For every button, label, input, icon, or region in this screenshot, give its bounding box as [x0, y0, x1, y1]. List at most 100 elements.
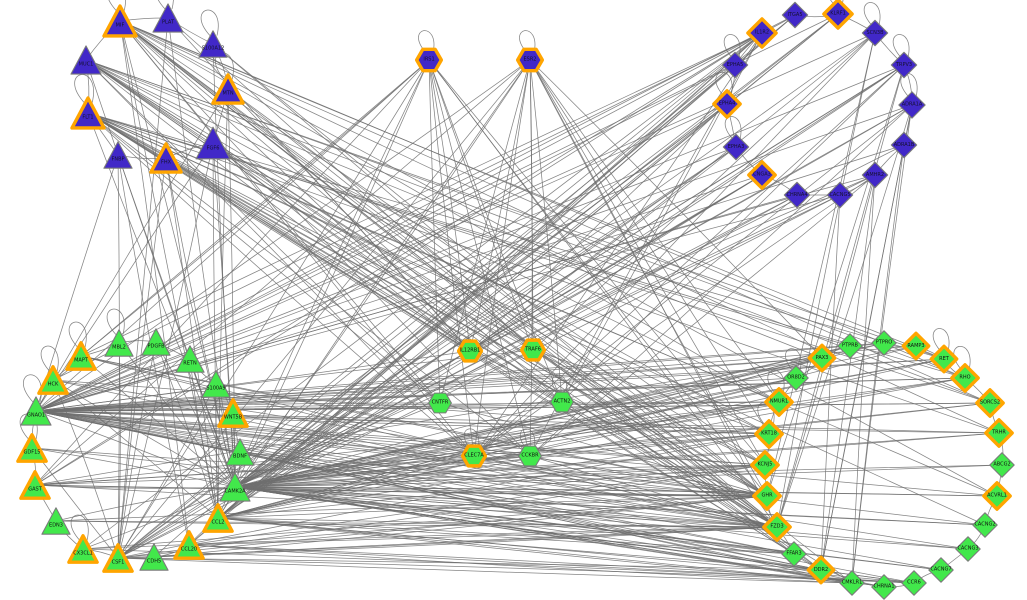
graph-node-cacng3[interactable]: CACNG3 — [955, 536, 981, 562]
graph-node-mtn[interactable]: MTN — [211, 73, 245, 105]
graph-node-bdnf[interactable]: BDNF — [225, 437, 255, 467]
graph-node-cckbr[interactable]: CCKBR — [518, 444, 542, 468]
node-shape-diamond — [754, 419, 784, 449]
graph-node-gast[interactable]: GAST — [19, 470, 51, 500]
node-shape-triangle — [198, 30, 228, 58]
graph-node-gnao1[interactable]: GNAO1 — [20, 395, 52, 427]
graph-node-pax3[interactable]: PAX3 — [807, 343, 837, 373]
edge — [31, 447, 778, 528]
node-shape-triangle — [152, 3, 184, 33]
graph-node-acvrl1[interactable]: ACVRL1 — [982, 481, 1012, 511]
node-shape-hexagon — [515, 47, 545, 73]
edge — [119, 20, 190, 546]
node-shape-diamond — [871, 574, 897, 600]
graph-node-mif[interactable]: MIF — [102, 4, 138, 38]
graph-node-gdf15[interactable]: GDF15 — [16, 433, 48, 463]
graph-node-clec7a[interactable]: CLEC7A — [460, 444, 488, 468]
edge — [473, 32, 763, 457]
self-loop-edge — [519, 30, 536, 53]
graph-node-cmklr1[interactable]: CMKLR1 — [839, 570, 865, 596]
graph-node-chrna1[interactable]: CHRNA1 — [871, 574, 897, 600]
graph-node-fhx[interactable]: FHX — [149, 142, 183, 174]
node-shape-diamond — [950, 363, 980, 393]
graph-node-mapt[interactable]: MAPT — [65, 341, 97, 371]
node-shape-hexagon — [519, 338, 547, 362]
graph-node-flt1[interactable]: FLT1 — [70, 96, 106, 130]
edge — [234, 377, 966, 488]
graph-node-trhr[interactable]: TRHR — [984, 418, 1014, 448]
edge — [34, 433, 770, 486]
graph-node-epha5[interactable]: EPHA5 — [721, 51, 749, 79]
edge — [87, 112, 534, 351]
graph-node-fgf6[interactable]: FGF6 — [195, 125, 231, 161]
graph-node-cdh5[interactable]: CDH5 — [139, 542, 169, 572]
graph-node-ghr[interactable]: GHR — [752, 481, 782, 511]
node-shape-diamond — [783, 181, 811, 209]
graph-node-actn2[interactable]: ACTN2 — [550, 390, 574, 414]
graph-node-cx3cl1[interactable]: CX3CL1 — [67, 534, 99, 564]
graph-node-abcg2[interactable]: ABCG2 — [989, 452, 1015, 478]
graph-node-muc1[interactable]: MUC1 — [70, 44, 102, 76]
graph-node-cnga3[interactable]: CNGA3 — [747, 160, 777, 190]
graph-node-trpv3[interactable]: TRPV3 — [890, 51, 918, 79]
edge — [34, 357, 823, 486]
graph-node-fnbp[interactable]: FNBP — [103, 140, 133, 170]
graph-node-cntfr[interactable]: CNTFR — [428, 391, 452, 415]
graph-node-rho[interactable]: RHO — [950, 363, 980, 393]
graph-node-ptprb[interactable]: PTPRB — [837, 333, 863, 359]
graph-node-amhr2[interactable]: AMHR2 — [861, 161, 889, 189]
node-shape-diamond — [982, 481, 1012, 511]
graph-node-ramp3[interactable]: RAMP3 — [901, 331, 931, 361]
graph-node-s100a12[interactable]: S100A12 — [198, 29, 228, 59]
graph-node-traf6[interactable]: TRAF6 — [519, 338, 547, 362]
node-shape-diamond — [752, 481, 782, 511]
graph-node-klrf1[interactable]: KLRF1 — [822, 0, 854, 30]
graph-node-nmur1[interactable]: NMUR1 — [764, 387, 794, 417]
graph-node-adra1a[interactable]: ADRA1A — [898, 91, 926, 119]
graph-node-kcnj5[interactable]: KCNJ5 — [750, 450, 780, 480]
graph-node-mbl2[interactable]: MBL2 — [104, 328, 134, 358]
graph-node-itga5[interactable]: ITGA5 — [781, 1, 809, 29]
graph-node-krt18[interactable]: KRT18 — [754, 419, 784, 449]
edge — [52, 379, 119, 559]
graph-node-scn3b[interactable]: SCN3B — [861, 19, 889, 47]
graph-node-cacng5[interactable]: CACNG5 — [826, 181, 854, 209]
graph-node-ccl20[interactable]: CCL20 — [173, 530, 205, 560]
self-loop-edge — [418, 30, 435, 53]
node-shape-diamond — [929, 344, 959, 374]
graph-node-il12rb1[interactable]: IL12RB1 — [456, 339, 484, 363]
graph-node-ffar3[interactable]: FFAR3 — [781, 541, 807, 567]
graph-node-adra1b[interactable]: ADRA1B — [890, 131, 918, 159]
self-loop-edge — [19, 413, 38, 440]
graph-node-esr2[interactable]: ESR2 — [515, 47, 545, 73]
graph-node-csf1[interactable]: CSF1 — [102, 543, 134, 573]
graph-node-irs1[interactable]: IRS1 — [414, 47, 444, 73]
self-loop-edge — [757, 401, 775, 427]
graph-node-sorcs2[interactable]: SORCS2 — [975, 388, 1005, 418]
graph-node-camk2a[interactable]: CAMK2A — [219, 471, 251, 503]
graph-node-ptpro[interactable]: PTPRO — [871, 330, 897, 356]
graph-node-ccl2[interactable]: CCL2 — [202, 503, 234, 533]
edge — [851, 144, 905, 584]
graph-node-cacng2[interactable]: CACNG2 — [972, 512, 998, 538]
graph-node-epha3[interactable]: EPHA3 — [722, 133, 750, 161]
graph-node-chrna4[interactable]: CHRNA4 — [783, 181, 811, 209]
graph-node-wnt5b[interactable]: WNT5B — [217, 398, 249, 428]
edge — [234, 486, 969, 550]
graph-node-ccr6[interactable]: CCR6 — [901, 570, 927, 596]
graph-node-il1r2[interactable]: IL1R2 — [746, 17, 778, 49]
graph-node-plat[interactable]: PLAT — [152, 2, 184, 34]
edge — [35, 64, 736, 412]
edge — [469, 174, 763, 352]
graph-node-epha4[interactable]: EPHA4 — [712, 89, 742, 119]
graph-node-ddr2[interactable]: DDR2 — [806, 555, 836, 585]
graph-node-pdgfb[interactable]: PDGFB — [141, 327, 171, 357]
graph-node-s100a9[interactable]: S100A9 — [201, 369, 231, 399]
graph-node-edn3[interactable]: EDN3 — [41, 506, 71, 536]
node-shape-diamond — [764, 387, 794, 417]
graph-node-fzd3[interactable]: FZD3 — [762, 512, 792, 542]
graph-node-cacng7[interactable]: CACNG7 — [928, 557, 954, 583]
graph-node-hck[interactable]: HCK — [37, 365, 69, 395]
self-loop-edge — [68, 321, 87, 348]
